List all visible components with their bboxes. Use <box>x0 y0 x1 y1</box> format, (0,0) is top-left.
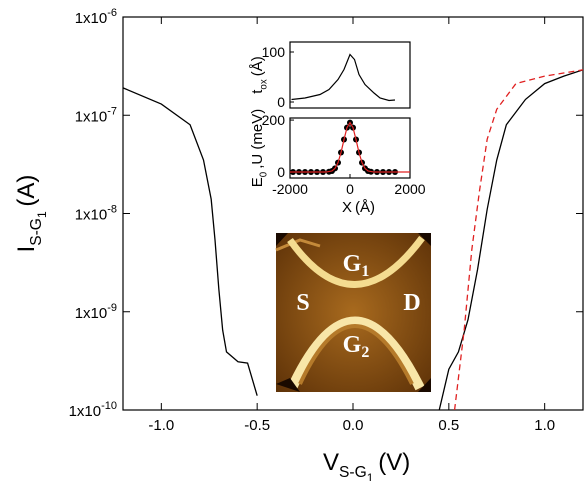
gate1-sub: 1 <box>361 263 369 280</box>
axis-label-main: V <box>323 449 339 476</box>
axis-label-main: E <box>249 177 266 187</box>
axis-label: VS-G1 (V) <box>323 449 410 481</box>
y-tick-label-base: 1x10 <box>75 10 108 27</box>
x-tick-label: -1.0 <box>148 417 174 434</box>
axis-label-main: X <box>342 199 352 216</box>
x-tick-label: 0.0 <box>343 417 364 434</box>
axis-label-sub: 0 <box>259 171 270 177</box>
gate2-sub: 2 <box>361 344 369 361</box>
gate1-text: G <box>343 251 362 277</box>
plot-frame <box>290 118 410 178</box>
x-tick-label: 0 <box>346 181 354 197</box>
y-tick-label: 0 <box>277 164 285 180</box>
axis-label-unit: (V) <box>378 449 410 476</box>
drain-label: D <box>403 290 420 316</box>
y-tick-label: 1x10-8 <box>75 204 117 224</box>
axis-label-unit: (Å) <box>249 56 266 76</box>
axis-label-unit: (A) <box>13 175 40 207</box>
axis-label-sub: 1 <box>367 471 374 481</box>
y-tick-label: 1x10-9 <box>75 302 117 322</box>
series-group <box>290 120 410 175</box>
y-tick-label-base: 1x10 <box>75 305 108 322</box>
axis-label-unit: ,U (meV) <box>249 109 266 169</box>
y-tick-label-exp: -7 <box>107 105 117 117</box>
series-group <box>292 55 396 101</box>
axis-label: IS-G1 (A) <box>13 175 49 253</box>
y-tick-label: 1x10-10 <box>69 400 117 420</box>
y-tick-label-base: 1x10 <box>75 108 108 125</box>
y-tick-label: 0 <box>277 94 285 110</box>
axis-label-sub: S-G <box>28 218 45 246</box>
gate2-text: G <box>343 332 362 358</box>
data-line <box>292 55 396 101</box>
axis-label: tox(Å) <box>249 56 270 93</box>
afm-image: S D G1 G2 <box>276 233 431 392</box>
data-line <box>455 70 583 410</box>
axis-label-unit: (Å) <box>355 199 375 216</box>
y-tick-label-exp: -8 <box>107 204 117 216</box>
y-tick-label-exp: -9 <box>107 302 117 314</box>
y-tick-label: 1x10-7 <box>75 105 117 125</box>
x-tick-label: 1.0 <box>534 417 555 434</box>
y-tick-label-base: 1x10 <box>75 207 108 224</box>
axis-label-main: I <box>13 246 40 253</box>
x-tick-label: 2000 <box>394 181 425 197</box>
figure: S D G1 G2 -1.0-0.50.00.51.01x10-101x10-9… <box>0 0 584 481</box>
axis-label-sub: 1 <box>35 211 49 218</box>
data-line <box>123 88 257 396</box>
data-line <box>290 123 410 172</box>
y-tick-label-base: 1x10 <box>69 403 102 420</box>
plot-frame <box>290 42 410 108</box>
x-tick-label: 0.5 <box>438 417 459 434</box>
axis-label: X(Å) <box>342 199 375 216</box>
source-label: S <box>296 290 309 316</box>
axis-label-sub: ox <box>259 79 270 89</box>
y-tick-label-exp: -6 <box>107 7 117 19</box>
y-tick-label: 1x10-6 <box>75 7 117 27</box>
axis-label-sub: S-G <box>339 464 367 481</box>
x-tick-label: -0.5 <box>244 417 270 434</box>
y-tick-label-exp: -10 <box>101 400 117 412</box>
x-tick-label: -2000 <box>272 181 308 197</box>
